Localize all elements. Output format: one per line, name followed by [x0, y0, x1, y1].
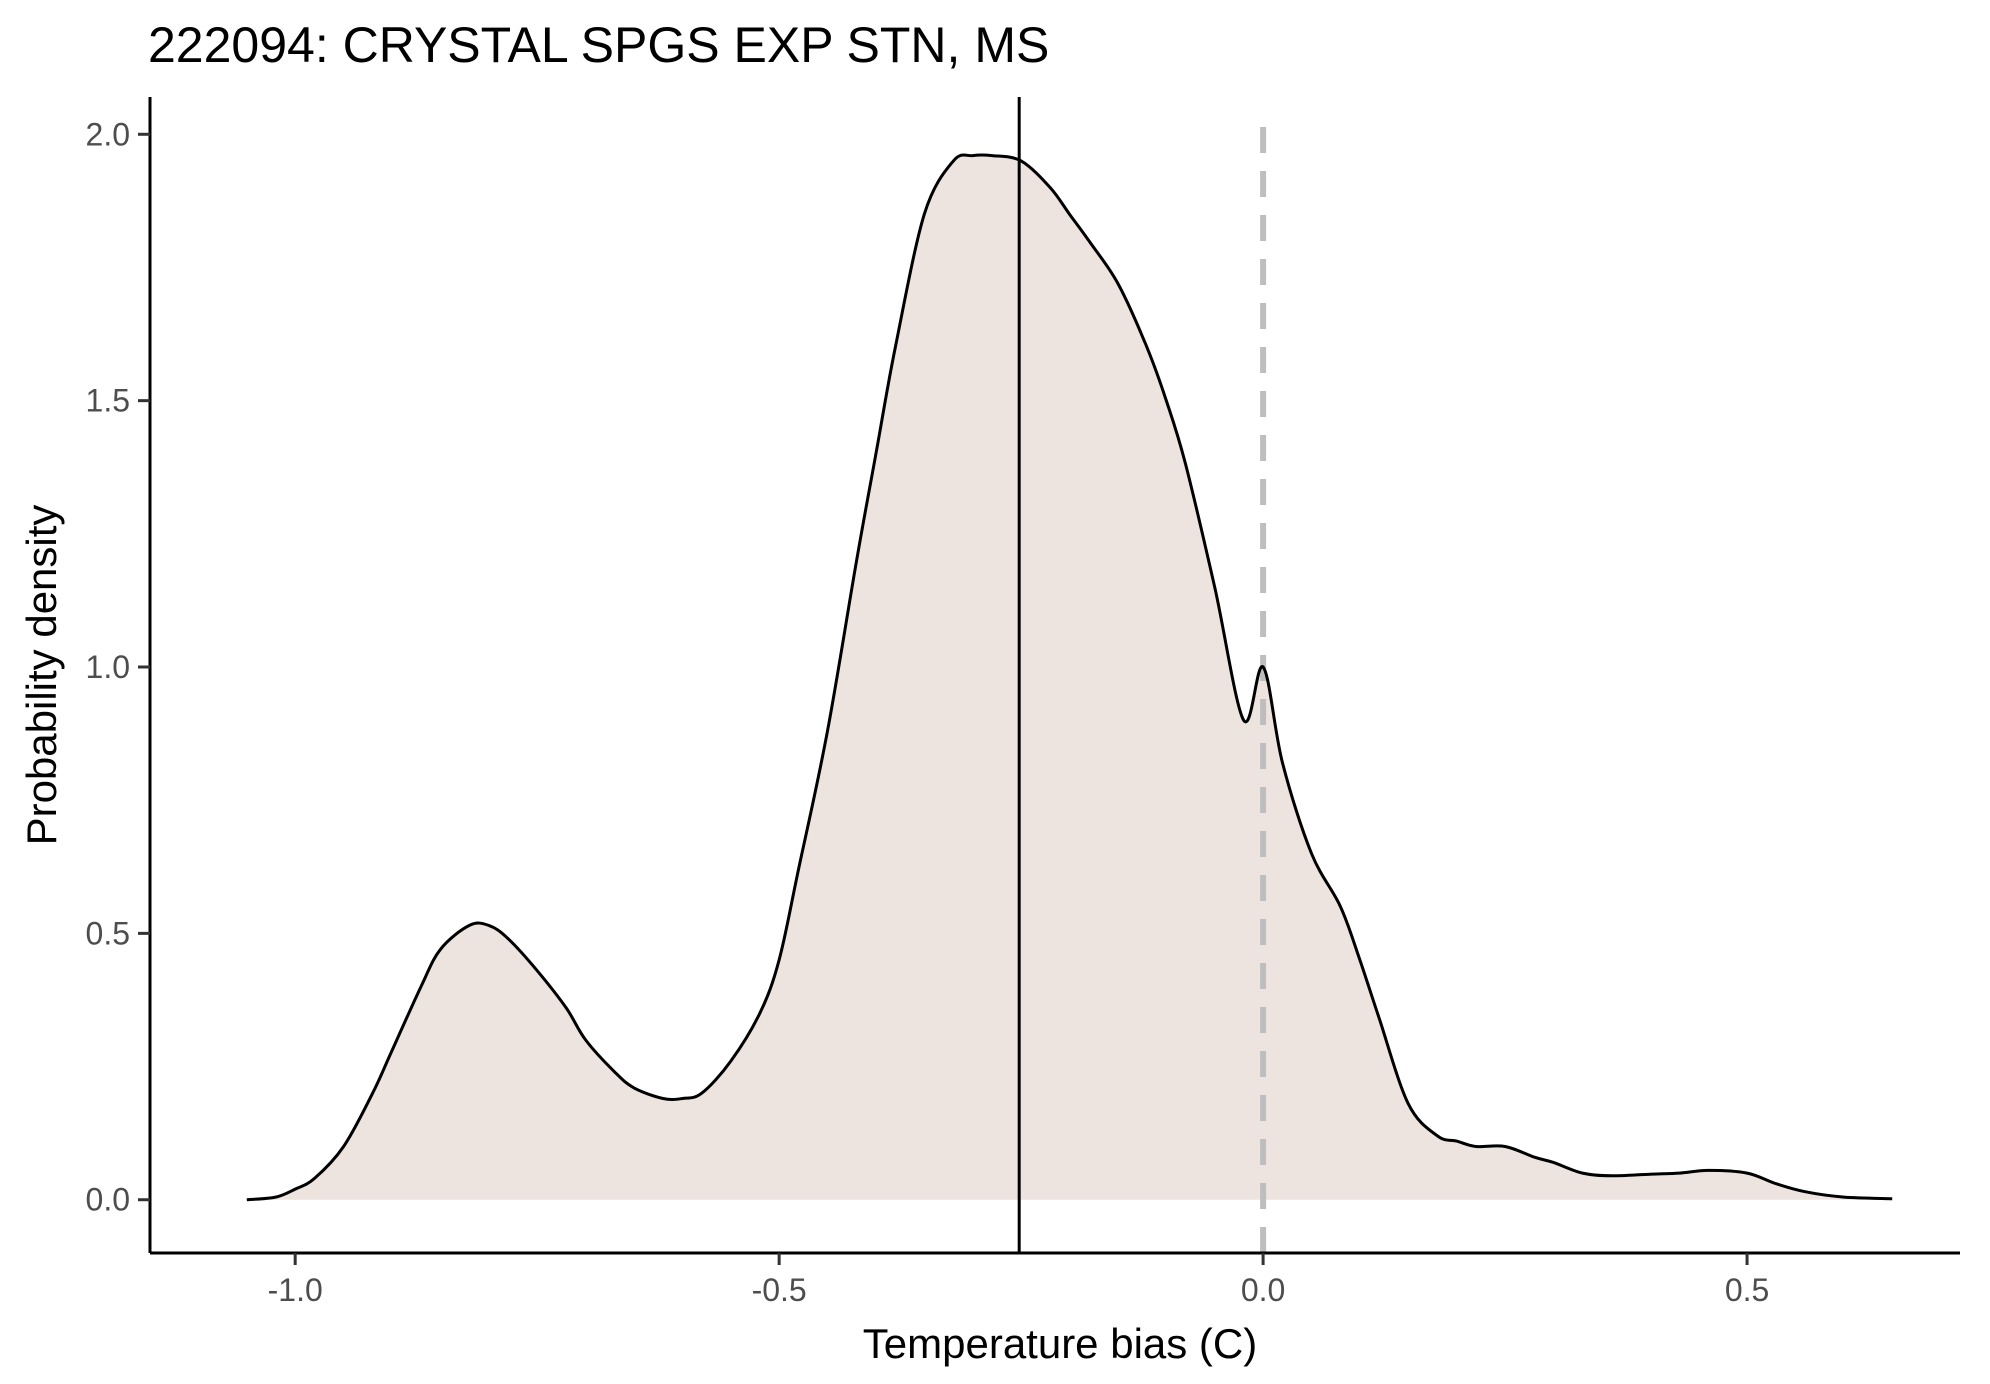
y-axis-ticks: 0.0 0.5 1.0 1.5 2.0	[86, 116, 150, 1218]
density-area	[246, 154, 1893, 1200]
x-axis-ticks: -1.0 -0.5 0.0 0.5	[268, 1253, 1769, 1308]
chart-title: 222094: CRYSTAL SPGS EXP STN, MS	[148, 17, 1049, 73]
x-tick-label: 0.0	[1241, 1272, 1285, 1308]
x-tick-label: -0.5	[752, 1272, 807, 1308]
x-axis-label: Temperature bias (C)	[863, 1320, 1257, 1367]
density-curve-line	[246, 153, 1893, 1202]
x-tick-label: 0.5	[1725, 1272, 1769, 1308]
y-tick-label: 0.5	[86, 915, 130, 951]
y-tick-label: 1.0	[86, 649, 130, 685]
x-tick-label: -1.0	[268, 1272, 323, 1308]
y-tick-label: 1.5	[86, 383, 130, 419]
y-axis-label: Probability density	[18, 505, 65, 846]
y-tick-label: 2.0	[86, 116, 130, 152]
y-tick-label: 0.0	[86, 1182, 130, 1218]
